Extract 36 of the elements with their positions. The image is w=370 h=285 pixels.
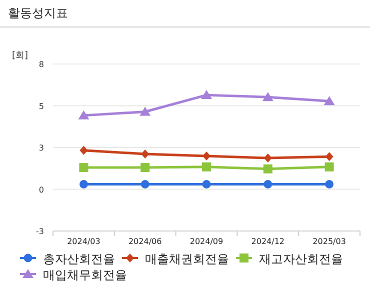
x-tick-label: 2024/12 xyxy=(251,237,285,246)
point xyxy=(202,152,210,161)
legend-label: 매입채무회전율 xyxy=(43,268,127,282)
legend-label: 재고자산회전율 xyxy=(259,252,343,266)
x-tick-label: 2024/06 xyxy=(128,237,162,246)
point xyxy=(262,92,274,102)
x-tick-label: 2024/09 xyxy=(190,237,224,246)
point xyxy=(324,162,334,172)
point xyxy=(264,180,272,188)
point xyxy=(263,164,272,174)
point xyxy=(140,180,150,188)
point xyxy=(325,152,334,162)
point xyxy=(78,110,90,120)
y-tick-label: 5 xyxy=(38,102,44,111)
point xyxy=(80,180,88,188)
y-tick-label: 0 xyxy=(38,185,44,194)
point xyxy=(324,96,335,106)
point xyxy=(141,150,150,159)
point xyxy=(201,90,212,100)
y-axis-title: [회] xyxy=(12,51,28,61)
chart-title: 활동성지표 xyxy=(8,6,68,20)
point xyxy=(264,154,272,163)
y-tick-label: 3 xyxy=(38,144,44,152)
point xyxy=(202,162,211,172)
point xyxy=(140,106,151,116)
x-tick-label: 2024/03 xyxy=(67,237,100,246)
point xyxy=(80,146,88,155)
y-tick-label: -3 xyxy=(36,227,44,236)
legend-label: 총자산회전율 xyxy=(43,252,115,266)
point xyxy=(202,180,211,188)
y-tick-label: 8 xyxy=(38,60,44,69)
point xyxy=(140,163,150,172)
point xyxy=(79,163,88,172)
point xyxy=(325,180,334,188)
x-tick-label: 2025/03 xyxy=(312,237,346,246)
legend-label: 매출채권회전율 xyxy=(145,252,229,266)
